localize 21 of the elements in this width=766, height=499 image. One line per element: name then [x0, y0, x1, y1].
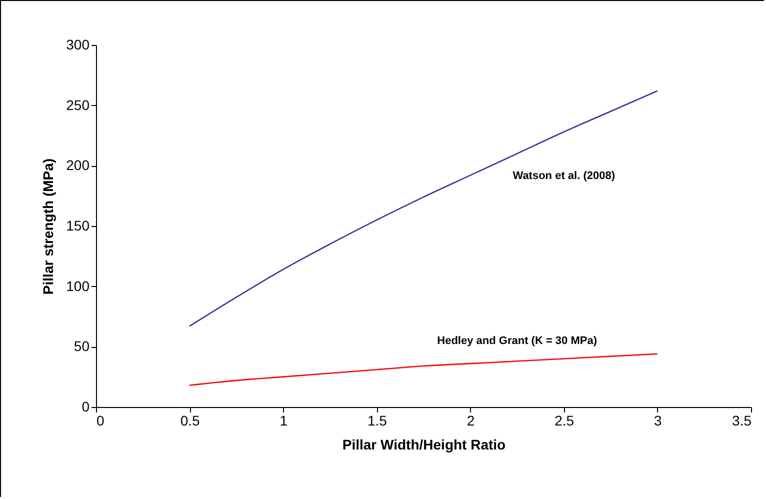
x-tick-label: 3.5 [732, 412, 752, 428]
y-tick-label: 100 [66, 278, 90, 294]
y-tick-label: 200 [66, 157, 90, 174]
y-tick-label: 250 [66, 96, 90, 113]
x-tick-label: 0 [96, 412, 104, 428]
y-tick-label: 300 [66, 36, 90, 52]
x-tick-label: 1.5 [367, 412, 388, 428]
series-label: Watson et al. (2008) [512, 170, 616, 182]
line-series [188, 353, 658, 386]
x-tick-label: 2 [466, 412, 475, 428]
x-tick-label: 1 [280, 412, 288, 428]
y-axis-title: Pillar strength (MPa) [40, 158, 56, 295]
series-label: Hedley and Grant (K = 30 MPa) [437, 335, 598, 348]
y-tick-label: 150 [66, 218, 90, 234]
y-tick-label: 50 [74, 338, 90, 354]
y-tick-label: 0 [82, 398, 90, 414]
x-tick-label: 3 [654, 412, 662, 428]
line-series [188, 90, 658, 327]
x-tick-label: 2.5 [554, 412, 574, 428]
x-tick-label: 0.5 [180, 412, 200, 428]
x-axis-title: Pillar Width/Height Ratio [342, 436, 506, 452]
